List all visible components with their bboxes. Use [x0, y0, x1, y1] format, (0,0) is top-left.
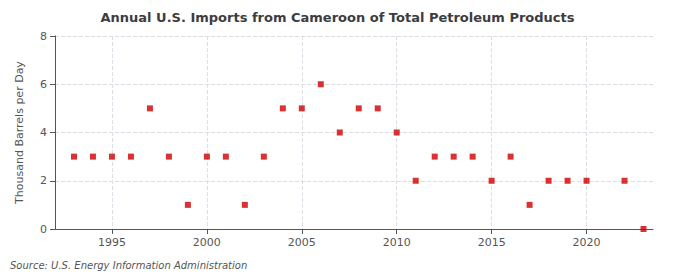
svg-text:Thousand Barrels per Day: Thousand Barrels per Day	[13, 61, 26, 205]
svg-text:2: 2	[40, 174, 47, 187]
svg-text:2000: 2000	[193, 236, 221, 249]
svg-text:2005: 2005	[288, 236, 316, 249]
svg-text:6: 6	[40, 78, 47, 91]
svg-text:2015: 2015	[478, 236, 506, 249]
svg-text:2020: 2020	[573, 236, 601, 249]
svg-text:Source: U.S. Energy Informatio: Source: U.S. Energy Information Administ…	[10, 260, 247, 271]
svg-text:4: 4	[40, 126, 47, 139]
svg-text:8: 8	[40, 30, 47, 43]
svg-text:1995: 1995	[98, 236, 126, 249]
svg-text:2010: 2010	[383, 236, 411, 249]
svg-text:0: 0	[40, 223, 47, 236]
svg-text:Annual U.S. Imports from Camer: Annual U.S. Imports from Cameroon of Tot…	[101, 10, 575, 25]
